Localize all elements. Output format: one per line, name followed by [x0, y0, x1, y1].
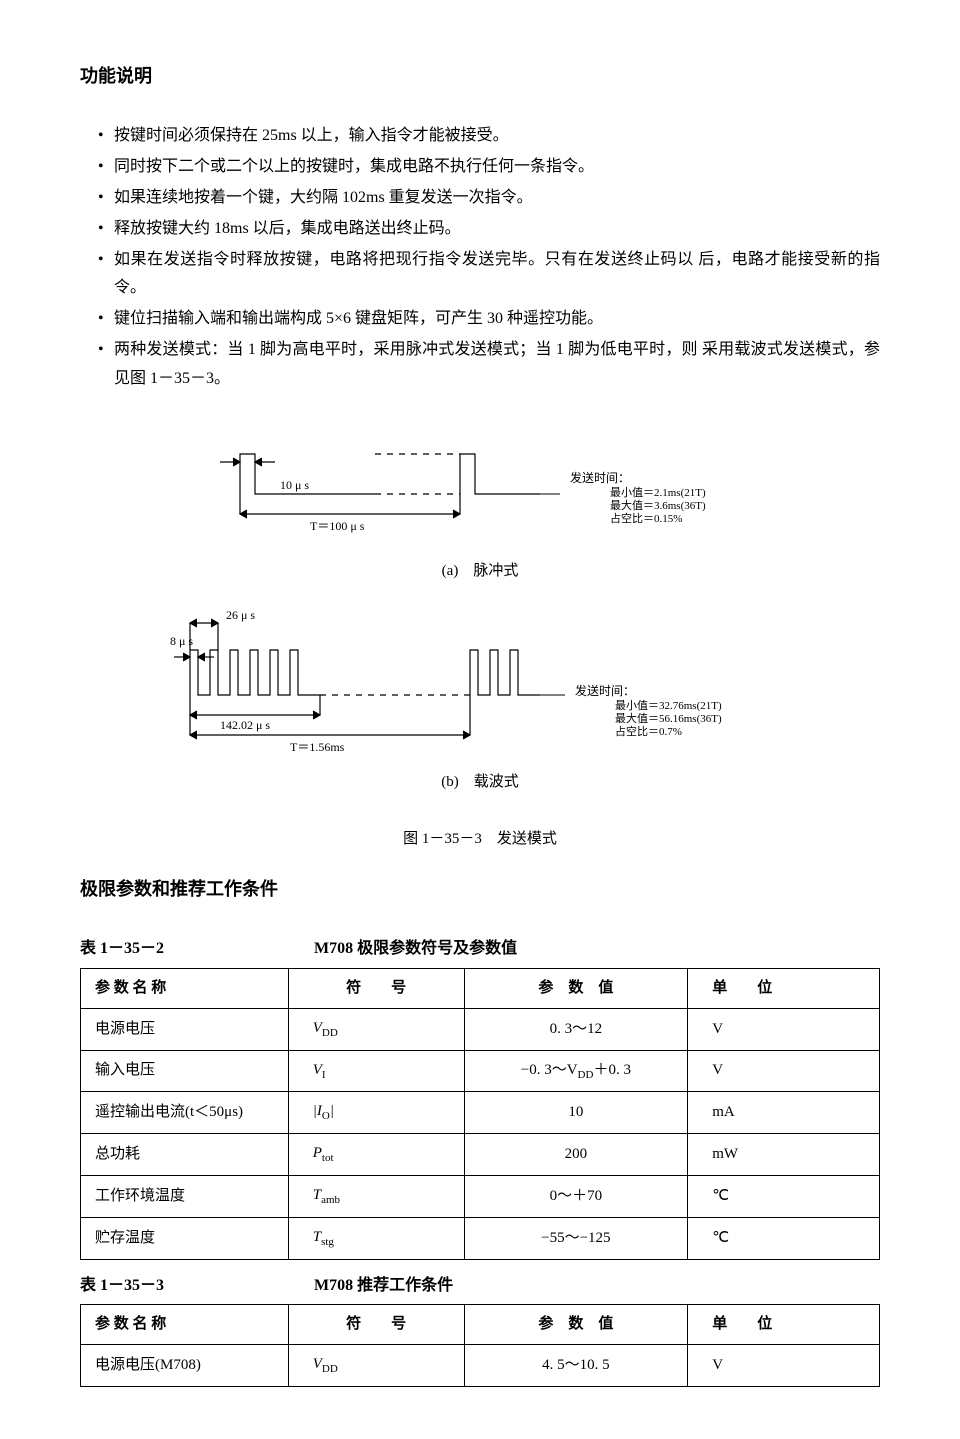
min-line-b: 最小值＝32.76ms(21T): [615, 699, 722, 712]
table-row: 总功耗Ptot200mW: [81, 1134, 880, 1176]
table-row: 遥控输出电流(t＜50μs)|IO|10mA: [81, 1092, 880, 1134]
bullet-item: 两种发送模式：当 1 脚为高电平时，采用脉冲式发送模式；当 1 脚为低电平时，则…: [98, 336, 880, 394]
cell-value: 4. 5～10. 5: [464, 1345, 688, 1387]
table1-title: M708 极限参数符号及参数值: [314, 935, 517, 964]
send-time-title-b: 发送时间：: [575, 683, 635, 698]
cell-unit: ℃: [688, 1175, 880, 1217]
cell-symbol: Tstg: [288, 1217, 464, 1259]
table2-number: 表 1－35－3: [80, 1272, 164, 1301]
section-heading-functions: 功能说明: [80, 60, 880, 92]
th-value: 参 数 值: [464, 968, 688, 1008]
bullet-item: 按键时间必须保持在 25ms 以上，输入指令才能被接受。: [98, 122, 880, 151]
figure-caption: 图 1－35－3 发送模式: [80, 826, 880, 853]
label-26us: 26 μ s: [226, 608, 255, 622]
diagram-carrier-mode: 8 μ s 26 μ s 142.02 μ s T＝1.56ms 发送时间： 最…: [80, 605, 880, 796]
cell-symbol: VDD: [288, 1345, 464, 1387]
cell-symbol: Ptot: [288, 1134, 464, 1176]
label-8us: 8 μ s: [170, 634, 193, 648]
cell-symbol: Tamb: [288, 1175, 464, 1217]
cell-value: −55～−125: [464, 1217, 688, 1259]
th-param-name: 参 数 名 称: [81, 968, 289, 1008]
th-symbol: 符 号: [288, 968, 464, 1008]
cell-value: 10: [464, 1092, 688, 1134]
min-line-a: 最小值＝2.1ms(21T): [610, 486, 706, 499]
th-param-name: 参 数 名 称: [81, 1305, 289, 1345]
cell-param-name: 遥控输出电流(t＜50μs): [81, 1092, 289, 1134]
carrier-waveform-svg: 8 μ s 26 μ s 142.02 μ s T＝1.56ms 发送时间： 最…: [170, 605, 790, 765]
label-t156: T＝1.56ms: [290, 740, 345, 754]
table-row: 工作环境温度Tamb0～＋70℃: [81, 1175, 880, 1217]
cell-unit: V: [688, 1008, 880, 1050]
cell-param-name: 贮存温度: [81, 1217, 289, 1259]
send-time-title-a: 发送时间：: [570, 470, 630, 485]
bullet-item: 键位扫描输入端和输出端构成 5×6 键盘矩阵，可产生 30 种遥控功能。: [98, 305, 880, 334]
max-line-b: 最大值＝56.16ms(36T): [615, 711, 722, 725]
table-row: 电源电压(M708)VDD4. 5～10. 5V: [81, 1345, 880, 1387]
recommended-table: 参 数 名 称 符 号 参 数 值 单 位 电源电压(M708)VDD4. 5～…: [80, 1304, 880, 1387]
bullet-item: 释放按键大约 18ms 以后，集成电路送出终止码。: [98, 215, 880, 244]
cell-value: −0. 3～VDD＋0. 3: [464, 1050, 688, 1092]
table-row: 输入电压VI−0. 3～VDD＋0. 3V: [81, 1050, 880, 1092]
table2-title: M708 推荐工作条件: [314, 1272, 453, 1301]
bullet-item: 如果在发送指令时释放按键，电路将把现行指令发送完毕。只有在发送终止码以 后，电路…: [98, 246, 880, 304]
cell-symbol: VI: [288, 1050, 464, 1092]
th-value: 参 数 值: [464, 1305, 688, 1345]
cell-unit: V: [688, 1050, 880, 1092]
diagram-b-caption: (b) 载波式: [80, 769, 880, 796]
cell-symbol: VDD: [288, 1008, 464, 1050]
cell-param-name: 工作环境温度: [81, 1175, 289, 1217]
duty-line-a: 占空比＝0.15%: [610, 511, 682, 525]
bullet-item: 如果连续地按着一个键，大约隔 102ms 重复发送一次指令。: [98, 184, 880, 213]
th-symbol: 符 号: [288, 1305, 464, 1345]
diagram-pulse-mode: 10 μ s T＝100 μ s 发送时间： 最小值＝2.1ms(21T) 最大…: [80, 434, 880, 585]
max-line-a: 最大值＝3.6ms(36T): [610, 498, 706, 512]
bullet-item: 同时按下二个或二个以上的按键时，集成电路不执行任何一条指令。: [98, 153, 880, 182]
table2-title-row: 表 1－35－3 M708 推荐工作条件: [80, 1272, 880, 1301]
cell-param-name: 电源电压(M708): [81, 1345, 289, 1387]
table-row: 贮存温度Tstg−55～−125℃: [81, 1217, 880, 1259]
cell-symbol: |IO|: [288, 1092, 464, 1134]
label-10us: 10 μ s: [280, 478, 309, 492]
cell-unit: V: [688, 1345, 880, 1387]
table-header-row: 参 数 名 称 符 号 参 数 值 单 位: [81, 1305, 880, 1345]
function-bullet-list: 按键时间必须保持在 25ms 以上，输入指令才能被接受。 同时按下二个或二个以上…: [98, 122, 880, 393]
cell-value: 200: [464, 1134, 688, 1176]
cell-param-name: 总功耗: [81, 1134, 289, 1176]
th-unit: 单 位: [688, 1305, 880, 1345]
cell-value: 0～＋70: [464, 1175, 688, 1217]
limits-table: 参 数 名 称 符 号 参 数 值 单 位 电源电压VDD0. 3～12V输入电…: [80, 968, 880, 1260]
cell-param-name: 输入电压: [81, 1050, 289, 1092]
table1-number: 表 1－35－2: [80, 935, 164, 964]
pulse-waveform-svg: 10 μ s T＝100 μ s 发送时间： 最小值＝2.1ms(21T) 最大…: [200, 434, 760, 554]
diagram-a-caption: (a) 脉冲式: [80, 558, 880, 585]
cell-param-name: 电源电压: [81, 1008, 289, 1050]
label-t100: T＝100 μ s: [310, 519, 365, 533]
table-header-row: 参 数 名 称 符 号 参 数 值 单 位: [81, 968, 880, 1008]
table1-title-row: 表 1－35－2 M708 极限参数符号及参数值: [80, 935, 880, 964]
th-unit: 单 位: [688, 968, 880, 1008]
duty-line-b: 占空比＝0.7%: [615, 724, 682, 738]
cell-unit: ℃: [688, 1217, 880, 1259]
cell-unit: mW: [688, 1134, 880, 1176]
label-142: 142.02 μ s: [220, 718, 270, 732]
cell-unit: mA: [688, 1092, 880, 1134]
section-heading-limits: 极限参数和推荐工作条件: [80, 873, 880, 905]
table-row: 电源电压VDD0. 3～12V: [81, 1008, 880, 1050]
cell-value: 0. 3～12: [464, 1008, 688, 1050]
